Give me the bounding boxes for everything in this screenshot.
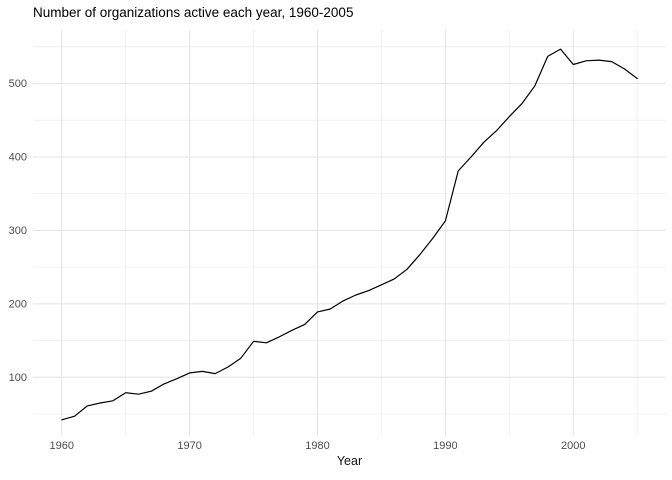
x-tick-label: 1970 [177,440,201,452]
y-tick-label: 400 [9,152,27,164]
y-tick-label: 100 [9,372,27,384]
x-tick-label: 2000 [561,440,585,452]
y-tick-label: 300 [9,225,27,237]
y-tick-label: 200 [9,298,27,310]
x-tick-label: 1990 [433,440,457,452]
y-tick-label: 500 [9,78,27,90]
x-tick-label: 1980 [305,440,329,452]
x-tick-label: 1960 [50,440,74,452]
line-series [61,48,638,421]
chart-title: Number of organizations active each year… [33,5,354,20]
x-axis-title: Year [336,454,363,468]
